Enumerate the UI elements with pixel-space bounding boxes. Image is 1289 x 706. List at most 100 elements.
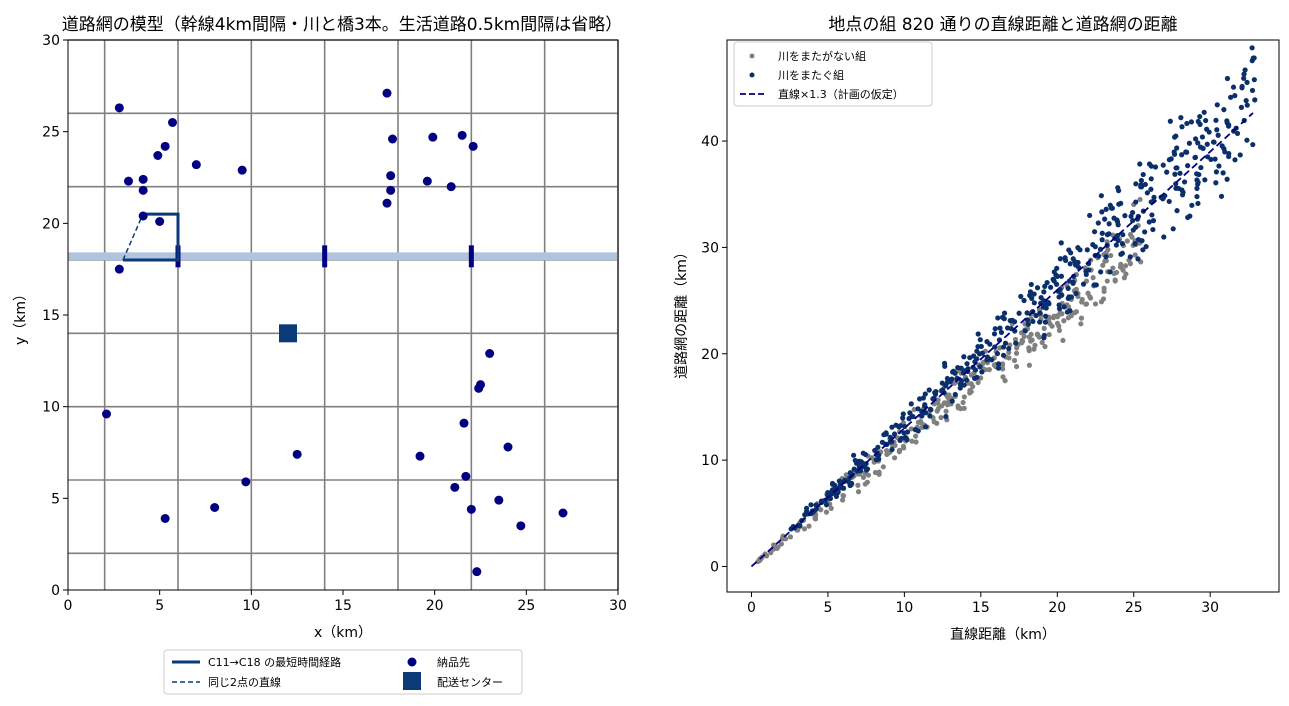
cross-pair-point xyxy=(1170,226,1176,232)
no-cross-pair-point xyxy=(1124,238,1130,244)
x-tick-label: 5 xyxy=(823,600,832,616)
cross-pair-point xyxy=(802,512,808,518)
no-cross-pair-point xyxy=(1021,333,1027,339)
cross-pair-point xyxy=(1016,310,1022,316)
cross-pair-point xyxy=(1232,157,1238,163)
no-cross-pair-point xyxy=(960,399,966,406)
delivery-point xyxy=(124,176,133,186)
cross-pair-point xyxy=(1068,250,1074,256)
cross-pair-point xyxy=(1244,79,1250,85)
cross-pair-point xyxy=(851,466,857,472)
delivery-point xyxy=(457,130,467,140)
no-cross-pair-point xyxy=(1013,350,1020,356)
cross-pair-point xyxy=(1024,317,1031,323)
cross-pair-point xyxy=(1099,230,1105,236)
no-cross-pair-point xyxy=(1060,337,1066,344)
no-cross-pair-point xyxy=(1056,323,1062,329)
cross-pair-point xyxy=(944,375,951,382)
cross-pair-point xyxy=(1133,181,1139,187)
cross-pair-point xyxy=(1021,297,1027,304)
no-cross-pair-point xyxy=(999,361,1006,367)
delivery-point xyxy=(461,471,471,481)
cross-pair-point xyxy=(996,361,1002,367)
delivery-point xyxy=(450,482,460,492)
cross-pair-point xyxy=(949,398,955,404)
legend-route-label: C11→C18 の最短時間経路 xyxy=(208,655,341,669)
cross-pair-point xyxy=(1057,256,1063,262)
no-cross-pair-point xyxy=(1100,262,1106,268)
cross-pair-point xyxy=(1106,221,1112,227)
no-cross-pair-point xyxy=(1073,309,1080,315)
distribution-center xyxy=(279,324,297,343)
cross-pair-point xyxy=(1218,193,1225,199)
river-band xyxy=(68,252,618,261)
no-cross-pair-point xyxy=(909,438,915,444)
y-tick-label: 25 xyxy=(42,125,60,141)
cross-pair-point xyxy=(1213,180,1219,186)
x-tick-label: 25 xyxy=(517,598,535,614)
delivery-point xyxy=(485,349,495,358)
no-cross-pair-point xyxy=(1092,301,1099,307)
cross-pair-point xyxy=(1142,181,1148,188)
cross-pair-point xyxy=(1173,165,1179,171)
no-cross-pair-point xyxy=(1050,315,1057,321)
cross-pair-point xyxy=(1002,340,1009,346)
no-cross-pair-point xyxy=(1014,345,1020,351)
no-cross-pair-point xyxy=(828,505,834,511)
cross-pair-point xyxy=(1037,319,1043,325)
right-legend: 川をまたがない組 川をまたぐ組 直線×1.3（計画の仮定） xyxy=(733,41,933,107)
cross-pair-point xyxy=(836,478,842,484)
no-cross-pair-point xyxy=(1121,275,1128,281)
y-tick-label: 30 xyxy=(701,240,719,256)
x-tick-label: 10 xyxy=(895,600,913,616)
no-cross-pair-point xyxy=(778,541,784,547)
cross-pair-point xyxy=(1201,109,1207,115)
cross-pair-point xyxy=(970,353,977,359)
cross-pair-point xyxy=(1243,98,1249,104)
cross-pair-point xyxy=(1058,273,1065,279)
legend-straight-label: 同じ2点の直線 xyxy=(208,675,281,689)
cross-pair-point xyxy=(1022,328,1028,334)
delivery-point xyxy=(102,409,111,419)
cross-pair-point xyxy=(961,354,967,360)
cross-pair-point xyxy=(1091,282,1098,288)
cross-pair-point xyxy=(1098,193,1104,199)
no-cross-pair-point xyxy=(915,419,921,425)
cross-pair-point xyxy=(1058,240,1064,246)
delivery-point xyxy=(114,264,124,274)
cross-pair-point xyxy=(1102,216,1108,222)
cross-pair-point xyxy=(1241,71,1247,77)
no-cross-pair-point xyxy=(1078,315,1085,321)
cross-pair-point xyxy=(991,331,998,337)
cross-pair-point xyxy=(1070,279,1076,285)
cross-pair-point xyxy=(1080,281,1087,287)
cross-pair-point xyxy=(1068,294,1074,300)
no-cross-pair-point xyxy=(1056,327,1063,333)
delivery-point xyxy=(155,217,165,226)
cross-pair-point xyxy=(997,325,1003,331)
no-cross-pair-point xyxy=(876,469,882,475)
cross-pair-point xyxy=(958,365,964,371)
cross-pair-point xyxy=(922,424,929,430)
cross-pair-point xyxy=(1091,229,1098,235)
cross-pair-point xyxy=(1111,215,1117,221)
delivery-point xyxy=(466,504,476,514)
cross-pair-point xyxy=(1192,136,1199,142)
cross-pair-point xyxy=(977,364,983,370)
cross-pair-point xyxy=(1166,198,1172,205)
cross-pair-point xyxy=(978,343,984,350)
cross-pair-point xyxy=(941,360,948,366)
cross-pair-point xyxy=(1195,200,1201,207)
cross-pair-point xyxy=(1138,184,1144,190)
no-cross-pair-point xyxy=(1046,331,1052,338)
cross-pair-point xyxy=(1148,176,1154,182)
no-cross-pair-point xyxy=(935,400,941,406)
delivery-point xyxy=(558,508,568,518)
no-cross-pair-point xyxy=(839,497,846,503)
no-cross-pair-point xyxy=(892,455,898,461)
no-cross-pair-point xyxy=(1117,264,1124,270)
legend-cross-swatch xyxy=(749,72,755,78)
road-network-chart: 道路網の模型（幹線4km間隔・川と橋3本。生活道路0.5km間隔は省略） 0 5 1… xyxy=(13,14,627,695)
cross-pair-point xyxy=(965,366,971,372)
cross-pair-point xyxy=(1048,284,1054,290)
